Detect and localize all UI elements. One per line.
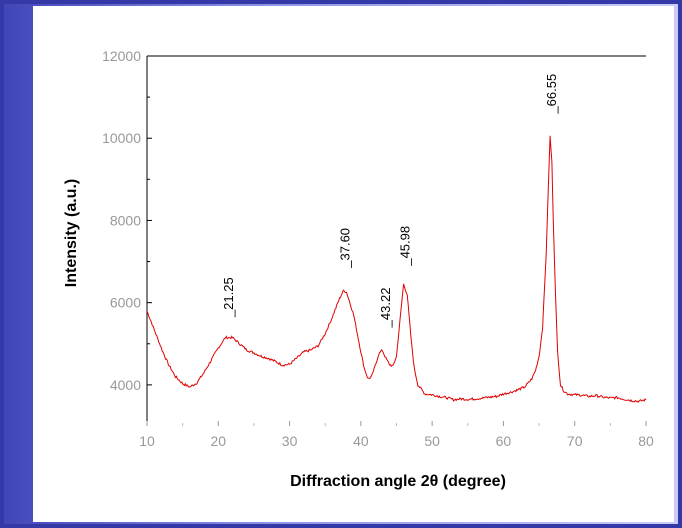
peak-label: _43.22: [378, 288, 393, 329]
peak-label: _66.55: [544, 74, 559, 115]
peak-label: _37.60: [338, 228, 353, 269]
x-tick-label: 60: [496, 433, 512, 449]
y-tick-label: 8000: [110, 212, 141, 228]
y-tick-label: 10000: [102, 130, 141, 146]
x-tick-label: 40: [353, 433, 369, 449]
x-axis-title: Diffraction angle 2θ (degree): [290, 473, 506, 490]
peak-label: _21.25: [221, 277, 236, 318]
x-tick-label: 20: [210, 433, 226, 449]
peak-label: _45.98: [397, 226, 412, 267]
x-tick-label: 70: [567, 433, 583, 449]
chart-panel: [33, 6, 674, 522]
y-axis-title: Intensity (a.u.): [63, 179, 80, 287]
chart-plot-area: _21.25 _37.60 _43.22 _45.98 _66.55: [146, 74, 647, 404]
chart-axis-titles: Diffraction angle 2θ (degree) Intensity …: [63, 179, 506, 490]
y-tick-label: 4000: [110, 377, 141, 393]
xrd-series-line: [146, 135, 647, 404]
y-tick-label: 12000: [102, 48, 141, 64]
x-tick-label: 10: [139, 433, 155, 449]
chart-axes: 10 20 30 40 50 60 70 80 4000 6000 8000 10000 12000: [102, 48, 654, 449]
x-tick-label: 30: [282, 433, 298, 449]
x-tick-label: 80: [638, 433, 654, 449]
y-tick-label: 6000: [110, 295, 141, 311]
x-tick-label: 50: [424, 433, 440, 449]
